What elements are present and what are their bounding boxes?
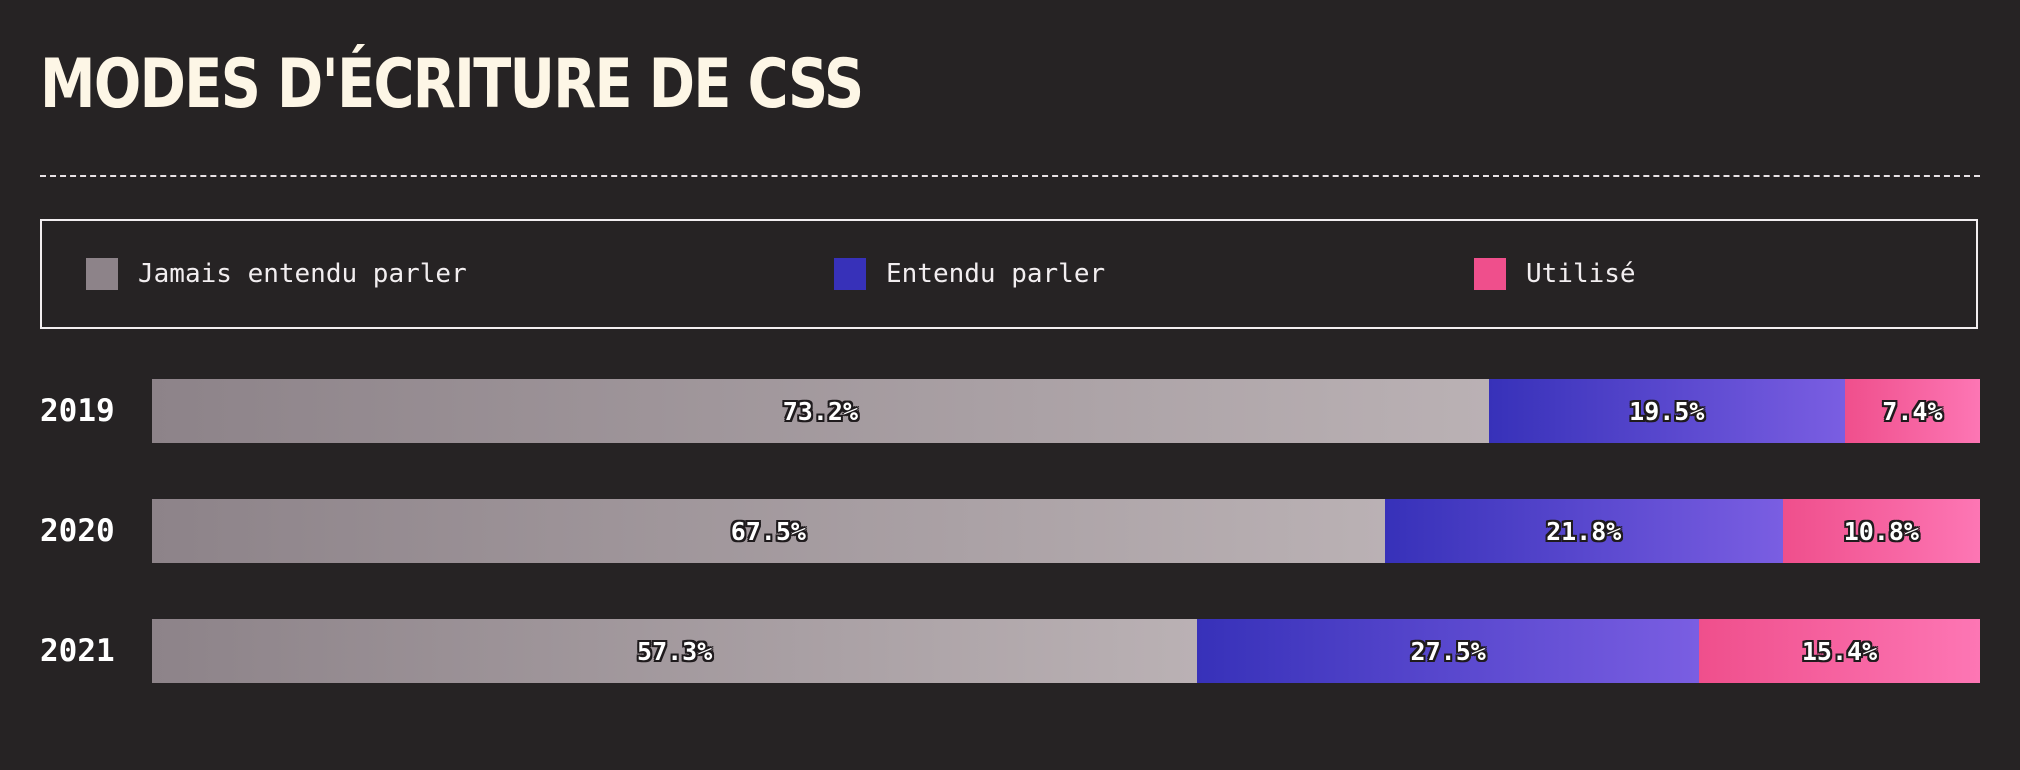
bar-segment-2021-heard[interactable]: 27.5%: [1197, 619, 1700, 683]
bar-segment-2019-never-heard[interactable]: 73.2%: [152, 379, 1489, 443]
legend: Jamais entendu parler Entendu parler Uti…: [40, 219, 1978, 329]
bar-segment-2020-used[interactable]: 10.8%: [1782, 499, 1980, 563]
legend-swatch-used: [1474, 258, 1506, 290]
title-divider: [40, 175, 1980, 177]
legend-label-heard: Entendu parler: [886, 259, 1106, 289]
legend-item-used[interactable]: Utilisé: [1474, 221, 1636, 327]
data-label-2019-used: 7.4%: [1882, 396, 1943, 426]
legend-item-never-heard[interactable]: Jamais entendu parler: [86, 221, 467, 327]
legend-label-never-heard: Jamais entendu parler: [138, 259, 467, 289]
bar-segment-2021-used[interactable]: 15.4%: [1699, 619, 1980, 683]
bar-segment-2021-never-heard[interactable]: 57.3%: [152, 619, 1198, 683]
bar-segment-2020-never-heard[interactable]: 67.5%: [152, 499, 1385, 563]
legend-swatch-never-heard: [86, 258, 118, 290]
row-label-2020: 2020: [40, 513, 115, 549]
data-label-2020-heard: 21.8%: [1546, 516, 1622, 546]
data-label-2020-used: 10.8%: [1843, 516, 1919, 546]
row-label-2021: 2021: [40, 633, 115, 669]
bar-segment-2020-heard[interactable]: 21.8%: [1384, 499, 1783, 563]
legend-item-heard[interactable]: Entendu parler: [834, 221, 1105, 327]
data-label-2019-never-heard: 73.2%: [782, 396, 858, 426]
bar-segment-2019-used[interactable]: 7.4%: [1844, 379, 1980, 443]
legend-label-used: Utilisé: [1526, 259, 1636, 289]
data-label-2020-never-heard: 67.5%: [730, 516, 806, 546]
data-label-2021-heard: 27.5%: [1410, 636, 1486, 666]
legend-swatch-heard: [834, 258, 866, 290]
bar-row-2020: 67.5% 21.8% 10.8%: [152, 499, 1980, 563]
row-label-2019: 2019: [40, 393, 115, 429]
bar-row-2021: 57.3% 27.5% 15.4%: [152, 619, 1980, 683]
data-label-2021-used: 15.4%: [1801, 636, 1878, 666]
chart-title: MODES D'ÉCRITURE DE CSS: [40, 45, 864, 124]
data-label-2021-never-heard: 57.3%: [637, 636, 713, 666]
bar-row-2019: 73.2% 19.5% 7.4%: [152, 379, 1980, 443]
data-label-2019-heard: 19.5%: [1629, 396, 1705, 426]
bar-segment-2019-heard[interactable]: 19.5%: [1488, 379, 1845, 443]
